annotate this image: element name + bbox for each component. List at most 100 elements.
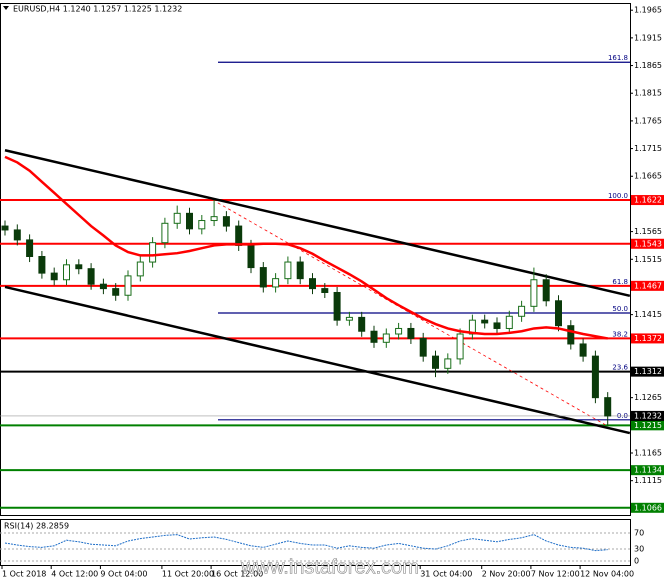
level-label: 1.1543 [634,239,662,248]
level-tag [631,333,664,344]
menu-icon [3,6,9,10]
candle-body [493,322,501,329]
candle-body [419,337,427,357]
candle-body [370,330,378,343]
fibo-label: 23.6 [612,364,628,372]
candle-body [13,229,21,241]
level-label: 1.1467 [634,281,662,290]
x-tick-label: 1 Oct 2018 [2,570,46,579]
candle-body [407,327,415,339]
x-tick-label: 11 Oct 20:00 [162,570,214,579]
candle-body [444,358,452,369]
candle-body [382,333,390,343]
candle-body [395,327,403,335]
candle-body [345,316,353,321]
candle-body [272,278,280,288]
candle-body [87,268,95,285]
y-tick-label: 1.1515 [634,255,662,264]
y-tick-label: 1.1915 [634,33,662,42]
candle-body [333,291,341,321]
x-tick-label: 4 Oct 12:00 [51,570,98,579]
level-tag [631,195,664,206]
watermark: www.instaforex.com [240,556,419,578]
candle-body [186,212,193,230]
rsi-line [4,534,608,552]
y-tick-label: 1.1815 [634,89,662,98]
rsi-title: RSI(14) 28.2859 [4,522,69,531]
candle-body [358,316,366,332]
rsi-tick-label: 70 [634,529,644,538]
candle-body [112,288,120,296]
x-tick-label: 16 Oct 12:00 [211,570,263,579]
fibo-label: 161.8 [608,54,628,62]
candle-body [604,397,612,417]
y-tick-label: 1.1865 [634,61,662,70]
y-tick-label: 1.1715 [634,144,662,153]
candle-body [222,216,230,227]
candle-body [555,300,562,327]
candle-body [567,325,575,345]
candle-body [284,261,292,280]
candle-body [210,216,218,222]
x-tick-label: 9 Oct 04:00 [100,570,147,579]
candle-body [1,225,9,231]
x-tick-label: 7 Nov 12:00 [531,570,580,579]
level-label: 1.1372 [634,334,662,343]
candle-body [26,239,34,258]
candle-body [259,267,267,288]
y-tick-label: 1.1765 [634,116,662,125]
current-price-label: 1.1232 [634,411,662,420]
candle-body [591,355,599,399]
moving-average [4,155,608,340]
rsi-tick-label: 0 [634,557,639,566]
trendline [217,202,606,426]
trendline [4,285,631,435]
candle-body [321,288,329,293]
fibo-label: 38.2 [612,330,628,338]
candle-body [136,261,144,277]
candle-body [505,315,513,329]
candle-body [432,355,439,369]
level-tag [631,420,664,431]
candle-body [456,333,464,360]
fibo-label: 61.8 [612,278,628,286]
candle-body [63,264,70,281]
fibo-label: 50.0 [612,305,628,313]
candle-body [149,242,157,263]
y-tick-label: 1.1265 [634,393,662,402]
current-price-tag [631,410,664,421]
candle-body [579,343,587,357]
level-label: 1.1066 [634,503,662,512]
level-tag [631,280,664,291]
candle-body [161,222,169,244]
fibo-label: 100.0 [608,192,628,200]
level-label: 1.1312 [634,367,662,376]
level-label: 1.1215 [634,421,662,430]
x-tick-label: 2 Nov 20:00 [482,570,531,579]
candle-body [99,283,107,290]
candle-body [518,305,526,317]
candle-body [542,279,550,302]
level-label: 1.1134 [634,466,662,475]
candle-body [530,279,538,307]
level-tag [631,502,664,513]
x-tick-label: 12 Nov 04:00 [580,570,634,579]
candle-body [124,275,132,296]
candle-body [309,278,316,290]
y-tick-label: 1.1165 [634,449,662,458]
candle-body [247,244,255,269]
rsi-tick-label: 30 [634,545,644,554]
y-tick-label: 1.1565 [634,227,662,236]
y-tick-label: 1.1415 [634,310,662,319]
x-tick-label: 31 Oct 04:00 [420,570,472,579]
candle-body [235,225,243,246]
level-tag [631,238,664,249]
y-tick-label: 1.1965 [634,6,662,15]
candle-body [38,256,46,274]
y-tick-label: 1.1665 [634,172,662,181]
chart-title: EURUSD,H4 1.1240 1.1257 1.1225 1.1232 [13,5,182,14]
level-label: 1.1622 [634,196,662,205]
trendline [4,149,631,298]
candle-body [481,319,489,324]
